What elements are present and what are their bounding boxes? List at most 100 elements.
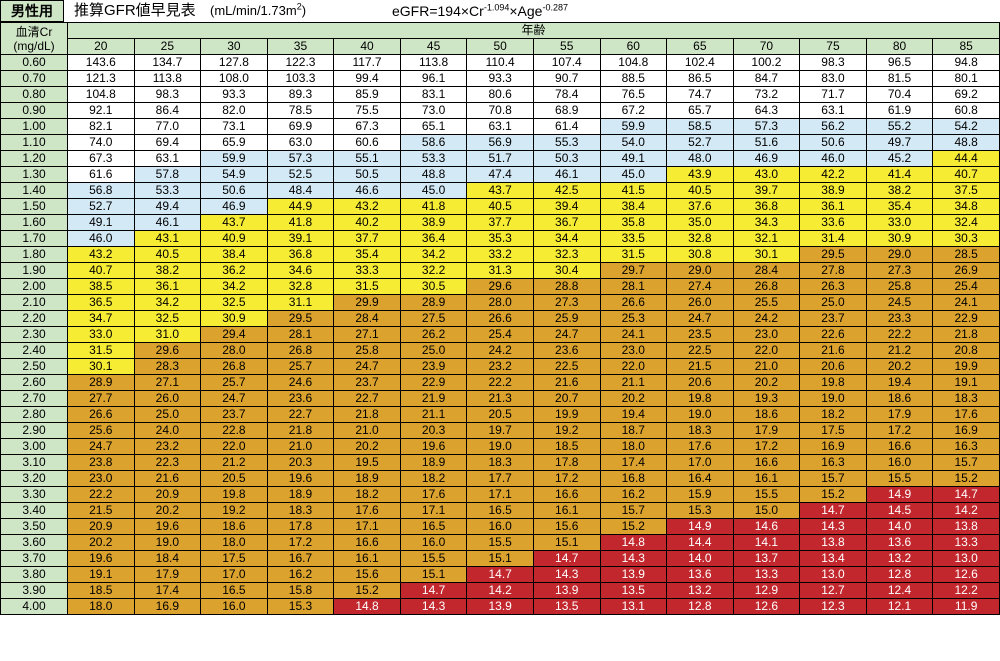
- egfr-value-cell: 16.9: [799, 438, 867, 455]
- egfr-value-cell: 32.8: [266, 278, 335, 295]
- egfr-value-cell: 32.5: [200, 294, 268, 311]
- egfr-value-cell: 16.5: [399, 518, 468, 535]
- egfr-value-cell: 37.7: [333, 230, 401, 247]
- serum-cr-value: 2.00: [0, 278, 68, 295]
- serum-cr-value: 1.10: [0, 134, 68, 151]
- egfr-value-cell: 88.5: [599, 70, 668, 87]
- egfr-value-cell: 134.7: [133, 54, 202, 71]
- egfr-value-cell: 17.8: [532, 454, 601, 471]
- egfr-value-cell: 21.2: [865, 342, 934, 359]
- egfr-value-cell: 15.8: [266, 582, 335, 599]
- serum-cr-value: 4.00: [0, 598, 68, 615]
- table-row: 1.50 52.7 49.4 46.9 44.9 43.2 41.8 40.5 39.4 38.4…: [0, 198, 1000, 215]
- egfr-value-cell: 25.4: [466, 326, 534, 343]
- egfr-value-cell: 14.1: [732, 534, 801, 551]
- egfr-value-cell: 19.1: [67, 566, 135, 583]
- egfr-value-cell: 43.2: [67, 246, 135, 263]
- egfr-value-cell: 61.9: [865, 102, 934, 119]
- egfr-value-cell: 15.2: [799, 486, 867, 503]
- age-column-header: 80: [865, 38, 934, 55]
- egfr-value-cell: 29.0: [666, 262, 734, 279]
- egfr-value-cell: 36.8: [266, 246, 335, 263]
- egfr-value-cell: 51.7: [466, 150, 534, 167]
- egfr-value-cell: 22.8: [200, 422, 268, 439]
- egfr-value-cell: 99.4: [333, 70, 401, 87]
- serum-cr-value: 3.40: [0, 502, 68, 519]
- egfr-value-cell: 35.4: [333, 246, 401, 263]
- unit-superscript: 2: [296, 1, 302, 12]
- egfr-value-cell: 22.5: [666, 342, 734, 359]
- egfr-value-cell: 13.5: [532, 598, 601, 615]
- egfr-value-cell: 28.4: [333, 310, 401, 327]
- age-column-header: 20: [67, 38, 135, 55]
- egfr-value-cell: 21.0: [266, 438, 335, 455]
- egfr-value-cell: 51.6: [732, 134, 801, 151]
- egfr-value-cell: 19.4: [865, 374, 934, 391]
- egfr-value-cell: 26.0: [133, 390, 202, 407]
- egfr-value-cell: 46.9: [200, 198, 268, 215]
- egfr-value-cell: 18.3: [932, 390, 1000, 407]
- egfr-value-cell: 17.2: [532, 470, 601, 487]
- egfr-value-cell: 24.2: [732, 310, 801, 327]
- egfr-value-cell: 58.5: [666, 118, 734, 135]
- egfr-value-cell: 28.9: [67, 374, 135, 391]
- egfr-value-cell: 32.1: [732, 230, 801, 247]
- egfr-value-cell: 25.0: [399, 342, 468, 359]
- egfr-value-cell: 25.9: [532, 310, 601, 327]
- egfr-value-cell: 46.0: [799, 150, 867, 167]
- egfr-value-cell: 23.3: [865, 310, 934, 327]
- table-row: 1.60 49.1 46.1 43.7 41.8 40.2 38.9 37.7 36.7 35.8…: [0, 214, 1000, 231]
- egfr-value-cell: 24.1: [599, 326, 668, 343]
- egfr-value-cell: 19.8: [200, 486, 268, 503]
- egfr-value-cell: 18.9: [333, 470, 401, 487]
- egfr-value-cell: 40.5: [666, 182, 734, 199]
- egfr-value-cell: 22.7: [333, 390, 401, 407]
- egfr-value-cell: 19.0: [466, 438, 534, 455]
- formula-part1: eGFR=194×Cr: [392, 3, 484, 19]
- egfr-value-cell: 36.7: [532, 214, 601, 231]
- egfr-value-cell: 15.1: [532, 534, 601, 551]
- egfr-value-cell: 21.0: [732, 358, 801, 375]
- egfr-value-cell: 85.9: [333, 86, 401, 103]
- egfr-value-cell: 24.5: [865, 294, 934, 311]
- unit-text: (mL/min/1.73m: [210, 3, 297, 18]
- egfr-value-cell: 40.7: [67, 262, 135, 279]
- egfr-value-cell: 52.7: [67, 198, 135, 215]
- serum-cr-value: 2.20: [0, 310, 68, 327]
- egfr-value-cell: 55.2: [865, 118, 934, 135]
- egfr-value-cell: 21.5: [666, 358, 734, 375]
- egfr-value-cell: 16.9: [133, 598, 202, 615]
- egfr-value-cell: 18.0: [599, 438, 668, 455]
- egfr-value-cell: 15.2: [333, 582, 401, 599]
- egfr-value-cell: 80.6: [466, 86, 534, 103]
- egfr-value-cell: 84.7: [732, 70, 801, 87]
- serum-cr-value: 3.90: [0, 582, 68, 599]
- egfr-value-cell: 107.4: [532, 54, 601, 71]
- egfr-value-cell: 26.0: [666, 294, 734, 311]
- egfr-value-cell: 25.7: [200, 374, 268, 391]
- serum-cr-header-line2: (mg/dL): [13, 38, 55, 53]
- age-column-header: 55: [532, 38, 601, 55]
- egfr-value-cell: 23.0: [67, 470, 135, 487]
- egfr-value-cell: 14.6: [732, 518, 801, 535]
- egfr-value-cell: 48.8: [932, 134, 1000, 151]
- egfr-value-cell: 12.8: [666, 598, 734, 615]
- egfr-value-cell: 31.1: [266, 294, 335, 311]
- egfr-value-cell: 12.2: [932, 582, 1000, 599]
- egfr-value-cell: 60.6: [333, 134, 401, 151]
- egfr-value-cell: 13.0: [799, 566, 867, 583]
- egfr-value-cell: 15.0: [732, 502, 801, 519]
- egfr-value-cell: 42.2: [799, 166, 867, 183]
- table-row: 2.70 27.7 26.0 24.7 23.6 22.7 21.9 21.3 20.7 20.2…: [0, 390, 1000, 407]
- egfr-value-cell: 38.9: [799, 182, 867, 199]
- egfr-value-cell: 13.6: [865, 534, 934, 551]
- egfr-value-cell: 40.2: [333, 214, 401, 231]
- egfr-value-cell: 23.2: [133, 438, 202, 455]
- egfr-value-cell: 70.8: [466, 102, 534, 119]
- egfr-value-cell: 20.2: [333, 438, 401, 455]
- egfr-value-cell: 19.6: [133, 518, 202, 535]
- egfr-value-cell: 21.3: [466, 390, 534, 407]
- egfr-value-cell: 60.8: [932, 102, 1000, 119]
- egfr-value-cell: 13.2: [666, 582, 734, 599]
- egfr-value-cell: 12.6: [732, 598, 801, 615]
